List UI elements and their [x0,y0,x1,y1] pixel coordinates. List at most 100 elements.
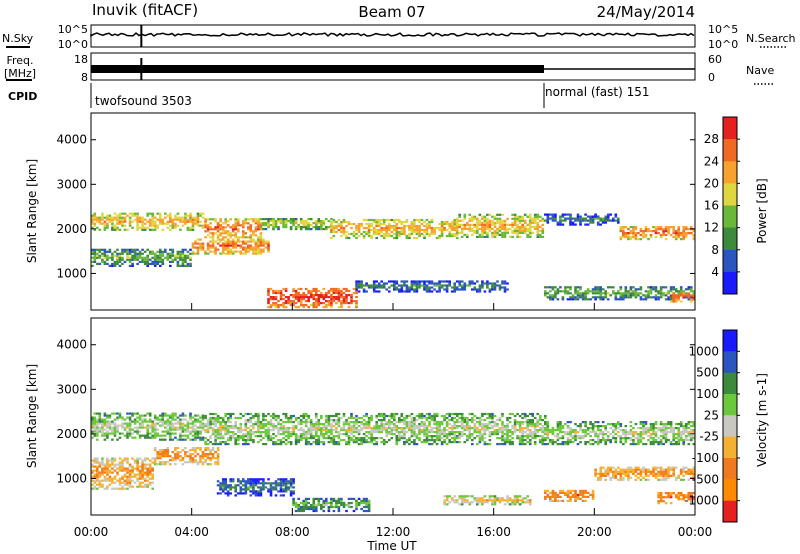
power-cell [234,228,237,231]
power-cell [410,286,414,289]
velocity-cell [299,423,303,426]
power-cell [267,220,270,223]
velocity-cell [599,433,602,436]
velocity-cell [692,429,696,432]
velocity-cell [367,437,371,440]
velocity-cell [659,443,663,446]
power-cell [159,260,162,263]
power-cell [664,226,668,229]
velocity-cell [483,433,487,436]
velocity-cell [141,471,144,474]
velocity-cell [355,423,358,426]
power-cell [652,286,655,289]
velocity-cell [186,428,190,431]
power-cell [393,280,396,283]
power-cell [544,290,547,293]
velocity-cell [131,465,134,468]
velocity-cell [151,475,154,478]
power-cell [687,294,691,297]
power-cell [231,228,235,231]
power-cell [320,224,323,227]
power-cell [113,264,117,267]
velocity-cell [445,433,449,436]
power-cell [254,220,258,223]
velocity-cell [413,439,416,442]
power-cell [194,242,197,245]
power-cell [415,218,419,222]
power-cell [591,221,595,224]
power-cell [664,292,668,295]
power-band [619,226,696,241]
power-cell [186,218,190,221]
velocity-cell [320,441,323,444]
power-cell [297,287,300,291]
velocity-cell [214,437,217,440]
velocity-cell [496,431,499,434]
power-cell [249,240,253,243]
power-cell [579,217,582,220]
power-cell [501,231,504,234]
power-cell [679,294,683,297]
power-cell [267,300,270,303]
power-cell [672,228,675,231]
power-cell [231,234,235,237]
power-cell [91,252,94,255]
power-cell [393,220,396,224]
power-cell [176,212,180,215]
velocity-cell [249,419,253,422]
power-cell [315,226,318,229]
power-cell [93,218,97,221]
power-cell [345,296,348,299]
velocity-cell [443,439,446,442]
velocity-cell [423,421,426,424]
nsky-tick-top: 10^5 [58,23,88,36]
velocity-cell [91,465,94,468]
velocity-cell [327,419,331,422]
velocity-cell [164,420,167,423]
velocity-cell [445,429,449,432]
velocity-cell [138,483,142,486]
power-cell [221,228,225,231]
power-cell [556,223,560,226]
power-cell [634,234,638,237]
power-cell [98,220,102,223]
power-cell [503,223,507,226]
power-cell [393,218,396,222]
velocity-cell [259,425,263,428]
power-cell [148,224,152,227]
power-cell [455,280,459,283]
power-cell [166,252,170,255]
velocity-cell [106,457,109,460]
power-cell [169,264,172,267]
power-cell [604,221,607,224]
velocity-cell [161,414,165,417]
power-y-label: Slant Range [km] [25,159,39,263]
velocity-cell [463,421,467,424]
power-cell [380,226,383,230]
power-cell [664,234,668,237]
power-cell [677,296,680,299]
velocity-cell [277,414,280,418]
velocity-cell [113,422,117,425]
velocity-cell [612,425,615,428]
velocity-cell [289,416,293,420]
velocity-cell [541,425,545,428]
power-cell [226,244,230,247]
power-cell [184,212,187,215]
velocity-cell [453,435,456,438]
power-cell [460,229,464,232]
power-cell [174,222,177,225]
velocity-cell [503,441,507,444]
velocity-cell [589,439,592,442]
power-cell [455,223,459,226]
velocity-cell [455,425,459,428]
power-cell [594,292,597,295]
power-cell [471,215,474,218]
power-cell [516,217,519,220]
velocity-cell [375,416,378,420]
velocity-cell [483,419,487,422]
velocity-cell [199,426,202,429]
velocity-cell [164,455,167,458]
power-cell [174,224,177,227]
velocity-cell [528,431,532,434]
